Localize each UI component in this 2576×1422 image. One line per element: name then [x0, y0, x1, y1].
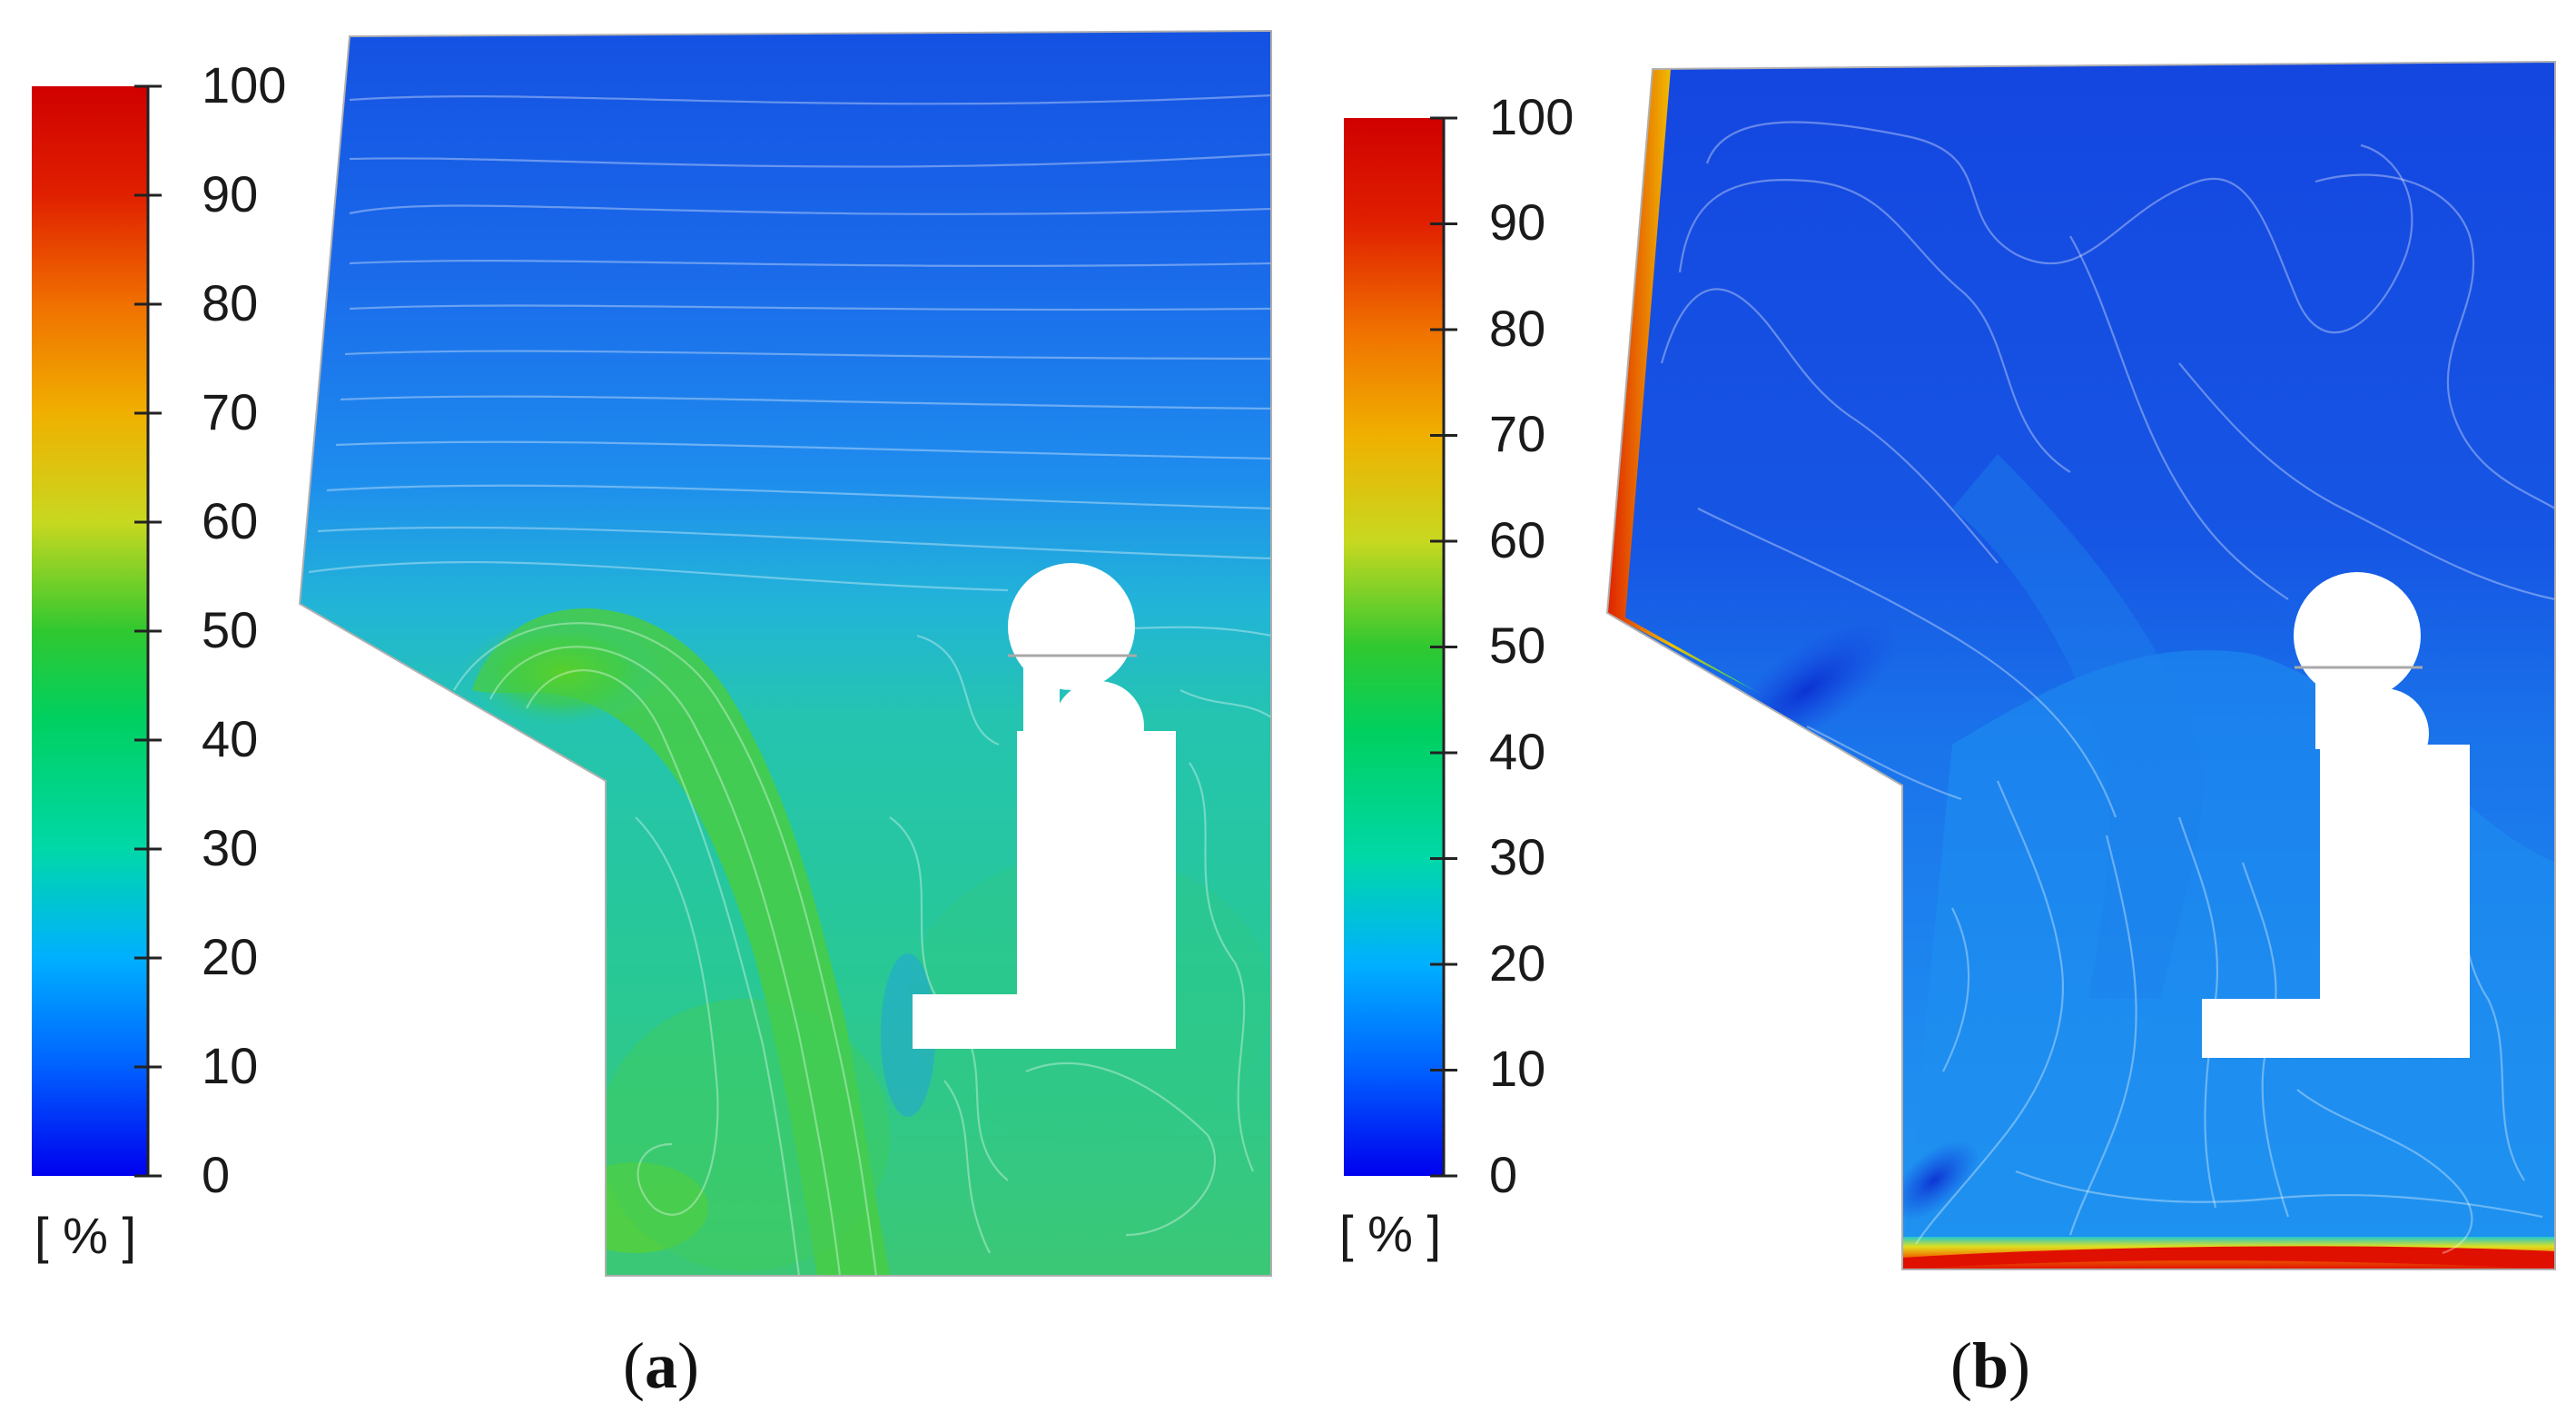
panel-a-field — [300, 31, 1271, 1276]
colorbar-a: 100 90 80 70 60 50 40 30 20 10 0 [ % ] — [32, 56, 286, 1264]
panel-b — [1605, 60, 2556, 1270]
panel-b-caption: (b) — [1950, 1329, 2030, 1402]
colorbar-b: 100 90 80 70 60 50 40 30 20 10 0 [ % ] — [1339, 88, 1574, 1262]
panel-b-domain-outline — [1605, 60, 2556, 1270]
colorbar-b-tick-100: 100 — [1489, 88, 1574, 145]
colorbar-b-tick-50: 50 — [1489, 617, 1545, 674]
colorbar-b-tick-10: 10 — [1489, 1040, 1545, 1097]
panel-a — [298, 29, 1272, 1277]
colorbar-b-tick-90: 90 — [1489, 193, 1545, 251]
panel-a-obstacle — [913, 563, 1176, 1049]
panel-b-left-edge-strip — [1607, 69, 1771, 699]
colorbar-a-tick-40: 40 — [202, 710, 258, 767]
panel-a-caption-letter: a — [645, 1329, 677, 1402]
colorbar-b-gradient — [1344, 118, 1444, 1176]
colorbar-b-tick-20: 20 — [1489, 934, 1545, 992]
colorbar-b-unit: [ % ] — [1339, 1205, 1441, 1262]
panel-b-field — [1607, 62, 2555, 1269]
colorbar-b-tick-0: 0 — [1489, 1146, 1517, 1203]
colorbar-a-tick-100: 100 — [202, 56, 286, 114]
colorbar-a-tick-80: 80 — [202, 274, 258, 331]
colorbar-a-tick-60: 60 — [202, 492, 258, 549]
colorbar-a-tick-10: 10 — [202, 1037, 258, 1094]
panel-a-caption: (a) — [623, 1329, 699, 1402]
colorbar-a-unit: [ % ] — [35, 1207, 136, 1264]
panel-a-contours — [308, 94, 1271, 1276]
colorbar-b-tick-60: 60 — [1489, 511, 1545, 568]
panel-b-caption-letter: b — [1972, 1329, 2008, 1402]
colorbar-a-tick-30: 30 — [202, 819, 258, 876]
colorbar-b-ticks — [1430, 116, 1457, 1178]
colorbar-b-tick-70: 70 — [1489, 405, 1545, 462]
colorbar-a-gradient — [32, 86, 148, 1176]
colorbar-a-tick-50: 50 — [202, 601, 258, 658]
colorbar-b-tick-80: 80 — [1489, 300, 1545, 357]
colorbar-a-ticks — [134, 84, 162, 1178]
colorbar-b-tick-30: 30 — [1489, 828, 1545, 885]
colorbar-b-tick-40: 40 — [1489, 723, 1545, 780]
colorbar-a-tick-20: 20 — [202, 928, 258, 985]
colorbar-a-tick-0: 0 — [202, 1146, 230, 1203]
colorbar-a-tick-70: 70 — [202, 383, 258, 440]
panel-a-domain-outline — [298, 29, 1272, 1277]
colorbar-a-tick-90: 90 — [202, 165, 258, 222]
